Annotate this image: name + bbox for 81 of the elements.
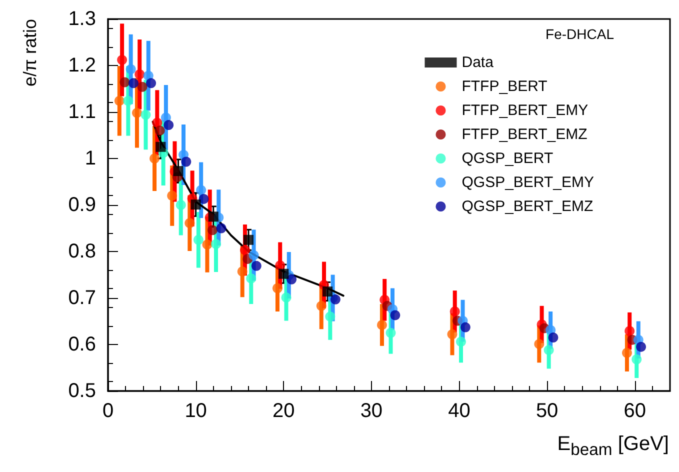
point — [167, 190, 178, 201]
point — [134, 69, 145, 80]
point — [450, 306, 460, 316]
point — [244, 234, 254, 245]
point — [330, 294, 340, 304]
legend-label: QGSP_BERT_EMZ — [462, 198, 594, 215]
point — [216, 223, 226, 234]
point — [325, 312, 336, 322]
point — [176, 200, 186, 210]
x-tick-label: 50 — [536, 400, 558, 422]
point — [150, 154, 160, 164]
point — [376, 320, 387, 330]
point — [190, 200, 201, 210]
point — [132, 108, 142, 118]
point — [251, 260, 262, 271]
x-tick-label: 0 — [102, 400, 114, 422]
legend-label: FTFP_BERT_EMY — [462, 102, 588, 119]
point — [456, 336, 466, 347]
point — [632, 354, 642, 364]
y-tick-label: 1 — [84, 148, 96, 170]
y-tick-label: 0.8 — [68, 240, 96, 262]
y-tick-label: 0.5 — [68, 380, 96, 402]
point — [622, 348, 632, 358]
x-tick-label: 10 — [184, 400, 207, 422]
point — [211, 239, 222, 250]
point — [208, 212, 218, 222]
point — [198, 194, 209, 204]
y-tick-label: 1.1 — [68, 101, 96, 123]
point — [534, 339, 544, 350]
legend-label: FTFP_BERT — [462, 78, 548, 95]
point — [156, 142, 166, 152]
point — [548, 332, 558, 343]
legend-label: QGSP_BERT_EMY — [462, 174, 594, 191]
y-tick-label: 0.9 — [68, 194, 96, 216]
point — [281, 292, 292, 303]
y-axis-title: e/π ratio — [20, 19, 40, 86]
point — [286, 274, 297, 284]
x-tick-label: 20 — [272, 400, 295, 422]
point — [164, 120, 174, 130]
legend-label: Data — [462, 54, 494, 71]
point — [624, 326, 635, 336]
point — [196, 185, 206, 196]
point — [278, 268, 289, 279]
point — [152, 118, 162, 128]
point — [322, 286, 333, 296]
legend-title: Fe-DHCAL — [546, 26, 614, 42]
point — [193, 234, 204, 245]
point — [386, 328, 396, 338]
point — [117, 54, 128, 65]
point — [126, 64, 136, 74]
x-axis-title: E$_{beam}$ [GeV] — [557, 433, 669, 461]
point — [316, 300, 326, 311]
point — [202, 240, 212, 250]
point — [184, 218, 195, 228]
legend-label: QGSP_BERT — [462, 150, 554, 167]
point — [447, 329, 458, 340]
y-tick-label: 0.6 — [68, 334, 96, 356]
x-tick-label: 40 — [448, 400, 470, 422]
point — [272, 283, 282, 294]
point — [137, 82, 148, 92]
point — [114, 96, 124, 106]
y-tick-label: 0.7 — [68, 287, 96, 309]
point — [390, 310, 400, 320]
point — [544, 345, 554, 356]
point — [120, 77, 130, 88]
point — [181, 156, 192, 167]
point — [636, 342, 646, 352]
x-tick-label: 30 — [360, 400, 383, 422]
legend-label: FTFP_BERT_EMZ — [462, 126, 588, 143]
point — [246, 273, 256, 284]
point — [460, 322, 470, 332]
point — [123, 96, 134, 106]
point — [128, 78, 138, 88]
y-tick-label: 1.2 — [68, 54, 96, 76]
point — [140, 110, 151, 120]
point — [173, 166, 184, 176]
point — [248, 250, 259, 260]
y-tick-label: 1.3 — [68, 8, 96, 30]
point — [237, 266, 248, 276]
x-tick-label: 60 — [624, 400, 646, 422]
point — [146, 78, 156, 88]
